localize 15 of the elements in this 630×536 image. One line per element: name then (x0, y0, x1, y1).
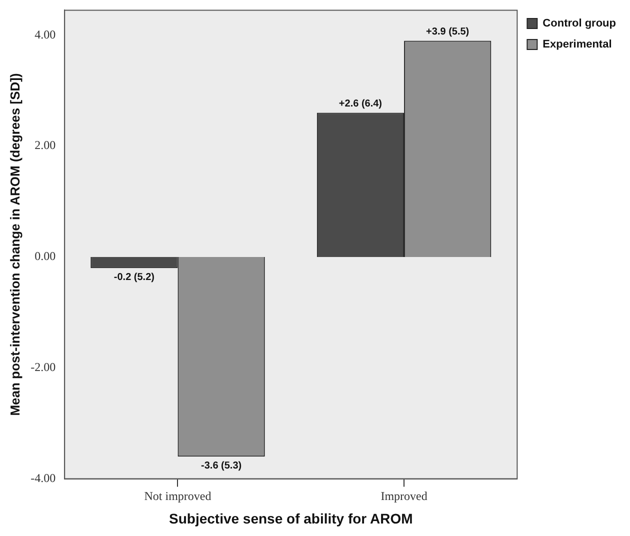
y-axis-title: Mean post-intervention change in AROM (degrees [SD]) (7, 73, 22, 416)
data-label: -0.2 (5.2) (114, 272, 154, 283)
y-tick-label: 2.00 (34, 138, 56, 152)
y-tick-label: 4.00 (34, 27, 56, 42)
x-axis-title: Subjective sense of ability for AROM (169, 510, 413, 526)
legend-label: Control group (542, 18, 616, 30)
y-tick-label: 0.00 (34, 249, 56, 264)
legend-label: Experimental (542, 38, 612, 51)
x-tick-label: Improved (380, 489, 428, 504)
y-tick-label: -4.00 (30, 470, 56, 485)
y-tick-label: -2.00 (30, 360, 56, 374)
data-label: +2.6 (6.4) (338, 98, 382, 110)
x-tick-label: Not improved (144, 489, 212, 504)
data-label: -3.6 (5.3) (201, 460, 242, 472)
data-label: +3.9 (5.5) (426, 26, 470, 38)
